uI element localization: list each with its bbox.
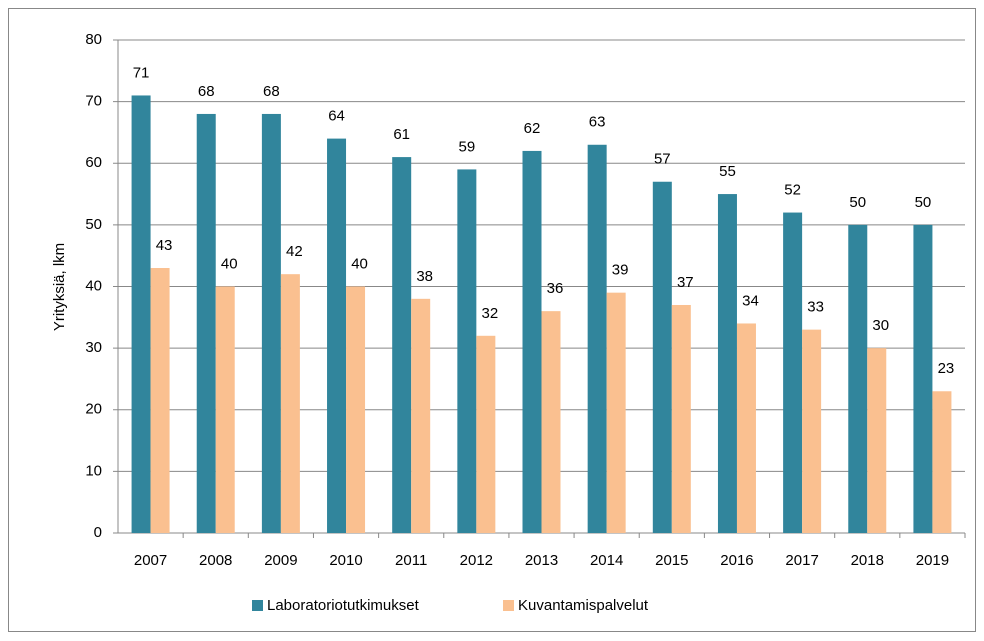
data-label: 68 [198, 83, 215, 100]
bar [327, 138, 347, 533]
bar [541, 311, 561, 533]
y-tick-label: 40 [85, 277, 102, 294]
data-label: 40 [351, 255, 368, 272]
x-tick-label: 2010 [329, 552, 362, 569]
data-label: 57 [654, 151, 671, 168]
data-label: 32 [482, 305, 499, 322]
data-label: 55 [719, 163, 736, 180]
data-label: 63 [589, 114, 606, 131]
y-tick-label: 30 [85, 339, 102, 356]
bar [261, 113, 281, 533]
x-tick-label: 2015 [655, 552, 688, 569]
data-label: 23 [938, 360, 955, 377]
bar [867, 348, 887, 533]
data-label: 42 [286, 243, 303, 260]
data-label: 30 [872, 317, 889, 334]
y-tick-label: 60 [85, 154, 102, 171]
bar [587, 144, 607, 533]
data-label: 34 [742, 292, 759, 309]
bar [392, 157, 412, 533]
bar [411, 298, 431, 533]
x-tick-label: 2007 [134, 552, 167, 569]
bar [606, 292, 626, 533]
legend-label: Kuvantamispalvelut [518, 597, 649, 614]
bar [848, 224, 868, 533]
data-label: 39 [612, 262, 629, 279]
bar [932, 391, 952, 533]
data-label: 62 [524, 120, 541, 137]
data-label: 52 [784, 182, 801, 199]
x-tick-label: 2014 [590, 552, 623, 569]
y-tick-label: 20 [85, 401, 102, 418]
data-label: 43 [156, 237, 173, 254]
x-tick-label: 2009 [264, 552, 297, 569]
x-tick-label: 2019 [916, 552, 949, 569]
y-tick-label: 50 [85, 216, 102, 233]
bar [736, 323, 756, 533]
x-tick-label: 2012 [460, 552, 493, 569]
data-label: 64 [328, 108, 345, 125]
bar [802, 329, 822, 533]
data-label: 40 [221, 255, 238, 272]
bar [476, 335, 496, 533]
x-tick-label: 2018 [851, 552, 884, 569]
bar [913, 224, 933, 533]
data-label: 33 [807, 299, 824, 316]
y-tick-label: 80 [85, 31, 102, 48]
bar [196, 113, 216, 533]
bar [652, 181, 672, 534]
bar [150, 268, 170, 533]
bar [280, 274, 300, 533]
y-axis-label: Yrityksiä, lkm [51, 243, 68, 331]
data-label: 36 [547, 280, 564, 297]
bar [717, 194, 737, 533]
data-label: 59 [459, 138, 476, 155]
data-label: 68 [263, 83, 280, 100]
bar [131, 95, 151, 534]
y-tick-label: 70 [85, 93, 102, 110]
data-label: 71 [133, 64, 150, 81]
x-tick-label: 2016 [720, 552, 753, 569]
x-tick-label: 2008 [199, 552, 232, 569]
bar [671, 304, 691, 533]
y-tick-label: 10 [85, 462, 102, 479]
legend-label: Laboratoriotutkimukset [267, 597, 420, 614]
x-tick-label: 2013 [525, 552, 558, 569]
bar [457, 169, 477, 533]
data-label: 61 [393, 126, 410, 143]
data-label: 37 [677, 274, 694, 291]
legend-swatch [252, 600, 263, 611]
x-tick-label: 2011 [395, 552, 427, 569]
data-label: 50 [849, 194, 866, 211]
legend-swatch [503, 600, 514, 611]
bar [346, 286, 366, 533]
bar [783, 212, 803, 534]
bar [215, 286, 235, 533]
data-label: 50 [915, 194, 932, 211]
bar [522, 150, 542, 534]
data-label: 38 [416, 268, 433, 285]
y-tick-label: 0 [94, 524, 102, 541]
x-tick-label: 2017 [785, 552, 818, 569]
